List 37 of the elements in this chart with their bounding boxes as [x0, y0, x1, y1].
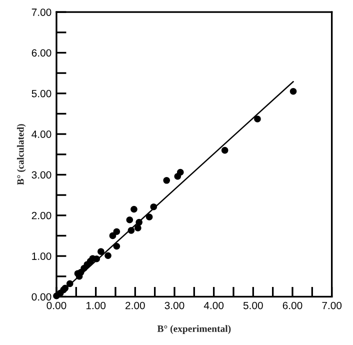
x-tick-label: 1.00: [86, 302, 106, 310]
x-tick-label: 2.00: [126, 302, 145, 310]
x-tick-label: 4.00: [204, 302, 224, 310]
x-tick-label: 5.00: [243, 302, 263, 310]
point: [163, 177, 170, 184]
point: [109, 232, 116, 240]
point: [221, 146, 228, 154]
x-tick-label: 6.00: [282, 302, 302, 310]
point: [98, 248, 104, 255]
x-tick-label: 3.00: [164, 302, 184, 310]
point: [128, 227, 135, 234]
point: [254, 116, 261, 122]
y-tick-label: 5.00: [32, 90, 52, 98]
y-tick-label: 0.00: [32, 293, 52, 301]
y-tick-label: 6.00: [32, 49, 52, 57]
point: [146, 214, 153, 220]
point: [66, 280, 74, 288]
y-tick-label: 1.00: [32, 252, 52, 260]
y-tick-label: 4.00: [32, 130, 52, 138]
point: [126, 216, 134, 224]
y-tick-label: 2.00: [32, 212, 52, 220]
x-tick-label: 7.00: [322, 302, 342, 310]
y-axis-title: B° (calculated): [16, 124, 26, 185]
x-axis-title: B° (experimental): [157, 325, 231, 334]
point: [113, 228, 120, 236]
point: [150, 203, 158, 210]
point: [290, 88, 297, 95]
point: [113, 242, 120, 250]
x-tick-label: 0.00: [46, 302, 66, 310]
y-tick-label: 3.00: [32, 171, 52, 179]
point: [130, 206, 138, 213]
point: [134, 224, 142, 232]
point: [136, 218, 142, 226]
point: [176, 168, 184, 176]
point: [104, 252, 112, 260]
point: [93, 255, 100, 262]
y-tick-label: 7.00: [32, 8, 52, 16]
